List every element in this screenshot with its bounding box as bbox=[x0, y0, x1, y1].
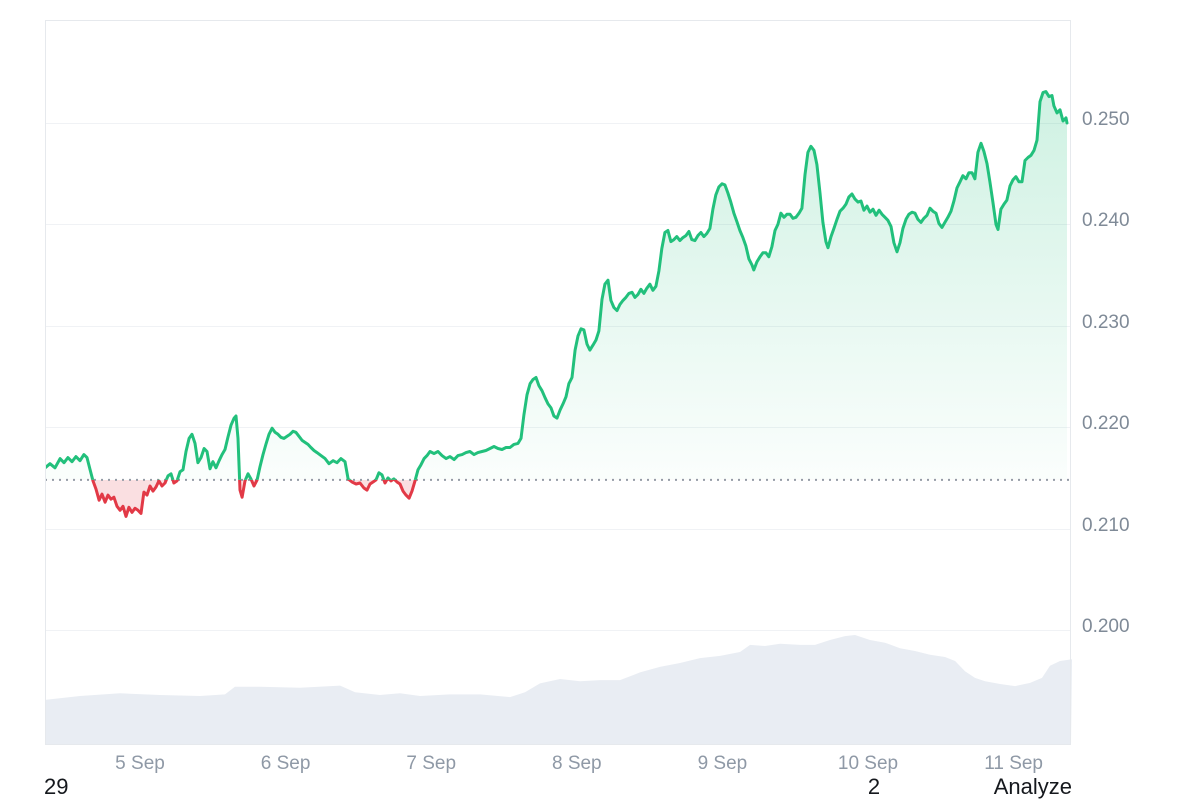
x-axis-label: 5 Sep bbox=[115, 753, 165, 774]
x-axis-label: 9 Sep bbox=[697, 753, 748, 774]
y-axis-label: 0.230 bbox=[1082, 311, 1130, 333]
x-axis-label: 8 Sep bbox=[551, 753, 602, 774]
plot-border bbox=[45, 20, 1071, 745]
y-axis-label: 0.220 bbox=[1082, 413, 1130, 435]
price-line bbox=[45, 90, 1069, 518]
x-axis-label: 11 Sep bbox=[984, 753, 1043, 774]
x-axis-label: 10 Sep bbox=[837, 753, 899, 774]
y-axis-label: 0.240 bbox=[1082, 210, 1130, 232]
x-axis-label: 7 Sep bbox=[406, 753, 457, 774]
footer-center-number: 2 bbox=[867, 774, 881, 799]
y-axis-label: 0.210 bbox=[1082, 514, 1130, 536]
volume-area bbox=[45, 635, 1072, 745]
footer-left-number: 29 bbox=[44, 774, 69, 799]
gridlines bbox=[45, 123, 1071, 631]
price-area-fill bbox=[45, 91, 1067, 517]
y-axis-label: 0.250 bbox=[1082, 109, 1130, 130]
analyze-button[interactable]: Analyze bbox=[993, 774, 1072, 799]
y-axis-label: 0.200 bbox=[1082, 616, 1130, 637]
x-axis-label: 6 Sep bbox=[260, 753, 311, 774]
